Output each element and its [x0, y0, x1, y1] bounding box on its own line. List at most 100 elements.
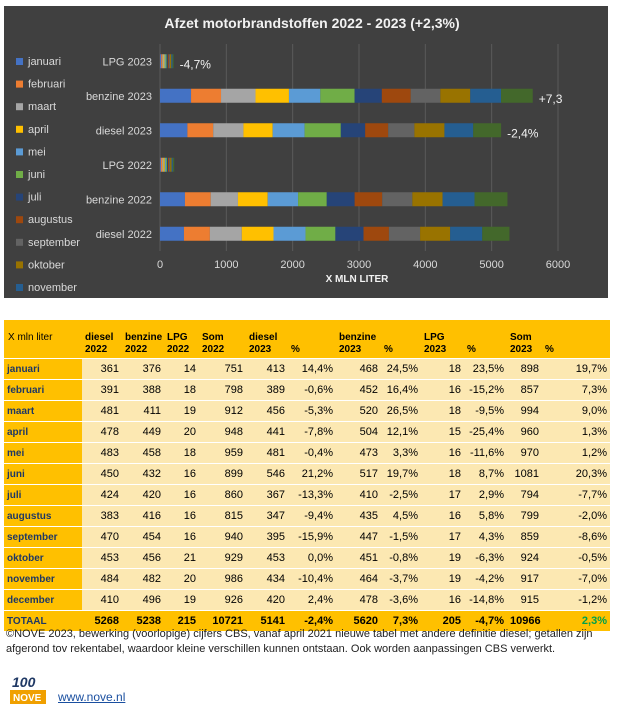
table-cell: 468 — [336, 358, 381, 380]
table-cell: 16 — [421, 589, 464, 611]
bar-segment — [440, 88, 471, 103]
bar-segment — [162, 157, 164, 172]
category-label: benzine 2022 — [86, 194, 152, 206]
bar-segment — [482, 226, 510, 241]
table-cell: 367 — [246, 484, 288, 506]
table-cell: -1,2% — [542, 589, 610, 611]
table-cell: 26,5% — [381, 400, 421, 422]
bar-segment — [381, 88, 411, 103]
table-cell: 19 — [421, 547, 464, 569]
table-cell: 411 — [122, 400, 164, 422]
category-label: diesel 2023 — [96, 125, 152, 137]
header-cell: benzine 2023 — [336, 320, 381, 359]
logo-band — [10, 690, 46, 704]
bar-segment — [241, 226, 274, 241]
bar-segment — [382, 192, 413, 207]
legend-swatch — [16, 284, 23, 291]
legend-swatch — [16, 125, 23, 133]
table-cell: 18 — [421, 400, 464, 422]
table-cell: 16 — [164, 484, 199, 506]
table-cell: 2,4% — [288, 589, 336, 611]
bar-segment — [354, 192, 383, 207]
table-cell: 19,7% — [542, 358, 610, 380]
table-cell: 912 — [199, 400, 246, 422]
legend-label: maart — [28, 101, 56, 113]
table-cell: 470 — [82, 526, 122, 548]
bar-segment — [166, 157, 169, 172]
bar-segment — [213, 123, 244, 138]
bar-segment — [171, 54, 173, 69]
category-label: benzine 2023 — [86, 91, 152, 103]
table-cell: 18 — [164, 379, 199, 401]
row-month: januari — [4, 358, 82, 380]
legend-label: juli — [27, 192, 41, 204]
table-cell: 917 — [507, 568, 542, 590]
legend-swatch — [16, 148, 23, 156]
table-row: mei 483 458 18 959 481 -0,4% 473 3,3% 16 -11,6% 970… — [4, 442, 610, 464]
table-cell: 857 — [507, 379, 542, 401]
table-cell: 434 — [246, 568, 288, 590]
table-cell: 416 — [122, 505, 164, 527]
total-row: TOTAAL 5268 5238 215 10721 5141 -2,4% 5620 7,3% 2… — [4, 610, 610, 632]
header-cell: % — [288, 320, 336, 359]
table-cell: 19 — [421, 568, 464, 590]
bar-segment — [184, 192, 211, 207]
nove-website-link[interactable]: www.nove.nl — [58, 690, 126, 704]
table-row: februari 391 388 18 798 389 -0,6% 452 16,4% 16 -15… — [4, 379, 610, 401]
legend-label: november — [28, 282, 77, 294]
bar-segment — [168, 54, 171, 69]
table-cell: 420 — [122, 484, 164, 506]
table-cell: 410 — [82, 589, 122, 611]
table-cell: 959 — [199, 442, 246, 464]
table-cell: -14,8% — [464, 589, 507, 611]
x-axis-label: X MLN LITER — [326, 274, 390, 285]
bar-segment — [473, 123, 502, 138]
table-cell: 794 — [507, 484, 542, 506]
bar-segment — [169, 157, 171, 172]
table-cell: 18 — [421, 463, 464, 485]
table-cell: 926 — [199, 589, 246, 611]
table-cell: 798 — [199, 379, 246, 401]
table-cell: 898 — [507, 358, 542, 380]
table-cell: 449 — [122, 421, 164, 443]
table-cell: 1081 — [507, 463, 542, 485]
table-body: januari 361 376 14 751 413 14,4% 468 24,5% 18 23,5… — [4, 358, 610, 632]
bar-segment — [164, 54, 166, 69]
bar-segment — [183, 226, 210, 241]
bar-segment — [162, 54, 164, 69]
table-cell: -0,5% — [542, 547, 610, 569]
table-cell: 361 — [82, 358, 122, 380]
table-cell: 478 — [82, 421, 122, 443]
table-cell: 456 — [246, 400, 288, 422]
table-cell: 14 — [164, 358, 199, 380]
table-cell: 452 — [336, 379, 381, 401]
table-cell: 432 — [122, 463, 164, 485]
table-cell: 453 — [82, 547, 122, 569]
legend-swatch — [16, 171, 23, 178]
bar-segment — [172, 54, 174, 69]
legend-swatch — [16, 58, 23, 65]
table-cell: 0,0% — [288, 547, 336, 569]
table-cell: -1,5% — [381, 526, 421, 548]
bar-segment — [243, 123, 273, 138]
table-cell: 924 — [507, 547, 542, 569]
table-cell: 458 — [122, 442, 164, 464]
table-cell: 929 — [199, 547, 246, 569]
row-month: juli — [4, 484, 82, 506]
bar-segment — [288, 88, 321, 103]
table-cell: -15,9% — [288, 526, 336, 548]
legend-label: januari — [27, 56, 61, 68]
bar-segment — [160, 54, 162, 69]
legend-label: april — [28, 124, 49, 136]
table-cell: 16 — [164, 526, 199, 548]
table-cell: 481 — [246, 442, 288, 464]
row-month: oktober — [4, 547, 82, 569]
bar-segment — [412, 192, 443, 207]
table-cell: 1,2% — [542, 442, 610, 464]
x-tick-label: 5000 — [479, 259, 503, 271]
table-cell: -2,5% — [381, 484, 421, 506]
legend-swatch — [16, 103, 23, 111]
table-row: maart 481 411 19 912 456 -5,3% 520 26,5% 18 -9,5% 9… — [4, 400, 610, 422]
bar-segment — [163, 54, 165, 69]
bar-segment — [388, 123, 415, 138]
